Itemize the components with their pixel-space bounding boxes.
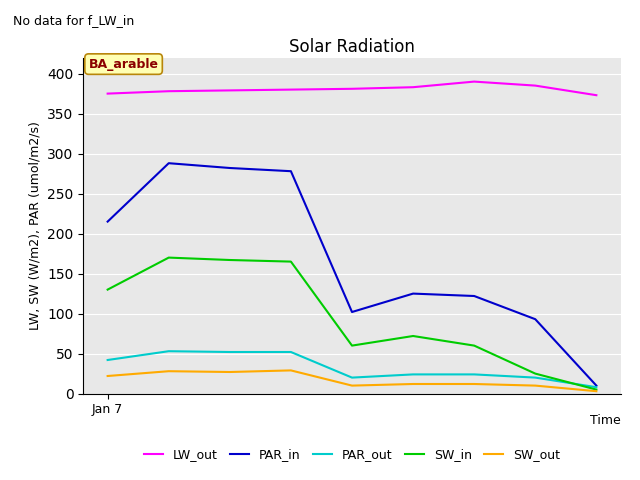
PAR_in [470,293,478,299]
PAR_out [226,349,234,355]
PAR_out [104,357,111,363]
SW_out [287,368,295,373]
LW_out [409,84,417,90]
SW_in [287,259,295,264]
PAR_out [593,384,600,390]
PAR_out [287,349,295,355]
Line: PAR_out: PAR_out [108,351,596,387]
SW_out [593,388,600,394]
Title: Solar Radiation: Solar Radiation [289,38,415,56]
SW_out [348,383,356,388]
Text: No data for f_LW_in: No data for f_LW_in [13,14,134,27]
SW_out [531,383,539,388]
PAR_out [348,375,356,381]
LW_out [104,91,111,96]
SW_in [165,255,173,261]
PAR_in [409,291,417,297]
LW_out [165,88,173,94]
LW_out [348,86,356,92]
SW_out [470,381,478,387]
Y-axis label: LW, SW (W/m2), PAR (umol/m2/s): LW, SW (W/m2), PAR (umol/m2/s) [29,121,42,330]
SW_in [409,333,417,339]
PAR_in [165,160,173,166]
SW_in [470,343,478,348]
PAR_in [348,309,356,315]
SW_in [104,287,111,292]
SW_out [226,369,234,375]
Line: PAR_in: PAR_in [108,163,596,385]
Line: SW_out: SW_out [108,371,596,391]
SW_in [226,257,234,263]
LW_out [287,87,295,93]
PAR_in [531,316,539,322]
Line: SW_in: SW_in [108,258,596,390]
Legend: LW_out, PAR_in, PAR_out, SW_in, SW_out: LW_out, PAR_in, PAR_out, SW_in, SW_out [139,444,565,467]
LW_out [593,92,600,98]
SW_in [593,387,600,393]
Text: Time: Time [590,414,621,427]
PAR_out [165,348,173,354]
PAR_in [104,219,111,225]
LW_out [531,83,539,88]
SW_out [409,381,417,387]
PAR_in [226,165,234,171]
PAR_in [287,168,295,174]
SW_out [104,373,111,379]
Line: LW_out: LW_out [108,82,596,95]
SW_out [165,368,173,374]
PAR_in [593,383,600,388]
Text: BA_arable: BA_arable [88,58,159,71]
PAR_out [409,372,417,377]
SW_in [531,371,539,376]
PAR_out [470,372,478,377]
LW_out [226,87,234,93]
SW_in [348,343,356,348]
PAR_out [531,375,539,381]
LW_out [470,79,478,84]
